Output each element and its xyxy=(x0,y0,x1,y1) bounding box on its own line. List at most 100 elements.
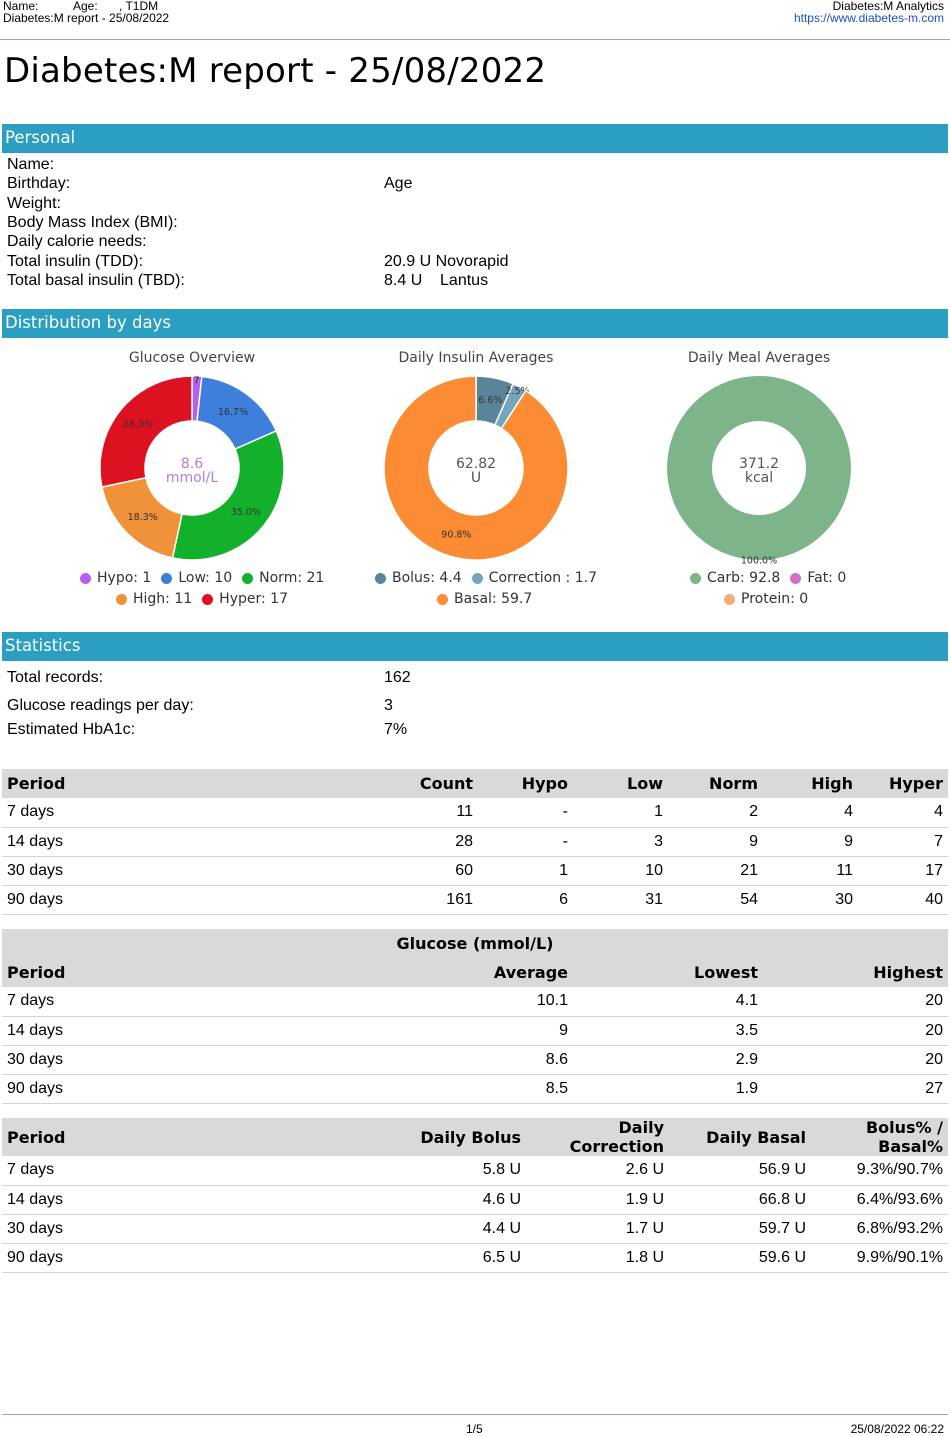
calorie-label: Daily calorie needs: xyxy=(7,233,147,251)
legend-item[interactable]: Carb: 92.8 xyxy=(690,570,780,586)
value-cell: 3.5 xyxy=(573,1016,763,1046)
legend-item[interactable]: Hypo: 1 xyxy=(80,570,151,586)
column-header: Average xyxy=(284,958,573,987)
page-footer: 1/5 25/08/2022 06:22 xyxy=(2,1414,948,1436)
legend-dot-icon xyxy=(242,572,254,584)
column-header: Daily Bolus xyxy=(284,1118,526,1156)
donut-slice-norm xyxy=(171,429,285,561)
legend-dot-icon xyxy=(375,572,386,584)
value-cell: 11 xyxy=(284,798,478,828)
chart-title: Daily Insulin Averages xyxy=(398,350,554,366)
table-header-row: Period Average Lowest Highest xyxy=(2,958,948,987)
value-cell: 9 xyxy=(284,1016,573,1046)
donut-slice-hyper xyxy=(99,375,193,488)
legend-label: Fat: 0 xyxy=(807,570,847,586)
column-header: Bolus% / Basal% xyxy=(811,1118,948,1156)
slice-label: 100.0% xyxy=(741,556,777,567)
legend-item[interactable]: Hyper: 17 xyxy=(202,591,288,607)
glucose-values-table: Glucose (mmol/L) Period Average Lowest H… xyxy=(2,929,948,1104)
legend-label: Basal: 59.7 xyxy=(454,591,533,607)
personal-info: Name: Birthday: Age Weight: Body Mass In… xyxy=(0,155,950,295)
value-cell: 59.6 U xyxy=(669,1243,811,1273)
statistics-section-header: Statistics xyxy=(2,632,948,661)
legend-item[interactable]: Low: 10 xyxy=(161,570,232,586)
table-caption: Glucose (mmol/L) xyxy=(2,929,948,958)
donut-center-unit: U xyxy=(471,470,481,486)
period-cell: 90 days xyxy=(2,1243,284,1273)
legend-item[interactable]: Protein: 0 xyxy=(724,591,808,607)
header-brand: Diabetes:M Analytics xyxy=(832,0,944,13)
value-cell: 7 xyxy=(858,827,948,857)
statistics-info: Total records: 162 Glucose readings per … xyxy=(0,668,950,743)
value-cell: - xyxy=(478,827,573,857)
slice-label: 35.0% xyxy=(231,507,261,518)
value-cell: 1 xyxy=(478,856,573,886)
chart-title: Daily Meal Averages xyxy=(687,350,831,366)
slice-label: 18.3% xyxy=(128,512,158,523)
legend-label: High: 11 xyxy=(133,591,193,607)
table-header-row: Period Daily Bolus Daily Correction Dail… xyxy=(2,1118,948,1156)
legend-dot-icon xyxy=(161,572,173,584)
value-cell: - xyxy=(478,798,573,828)
period-cell: 90 days xyxy=(2,885,284,915)
table-row: 14 days 28-3 9 9 7 xyxy=(2,827,948,857)
period-cell: 30 days xyxy=(2,1045,284,1075)
value-cell: 20 xyxy=(763,987,948,1017)
value-cell: 9 xyxy=(668,827,763,857)
period-cell: 14 days xyxy=(2,1185,284,1215)
value-cell: 66.8 U xyxy=(669,1185,811,1215)
legend-item[interactable]: Norm: 21 xyxy=(242,570,324,586)
legend-dot-icon xyxy=(202,593,214,605)
period-cell: 7 days xyxy=(2,987,284,1017)
table-row: 90 days 6.5 U 1.8 U 59.6 U 9.9%/90.1% xyxy=(2,1243,948,1273)
donut-center-unit: kcal xyxy=(745,470,773,486)
header-url-link[interactable]: https://www.diabetes-m.com xyxy=(793,11,944,25)
column-header: High xyxy=(763,769,858,798)
table-row: 30 days 4.4 U 1.7 U 59.7 U 6.8%/93.2% xyxy=(2,1214,948,1244)
value-cell: 40 xyxy=(858,885,948,915)
value-cell: 4.4 U xyxy=(284,1214,526,1244)
column-header: Lowest xyxy=(573,958,763,987)
counts-table-body: 7 days 11-1 2 4 4 14 days 28-3 9 9 7 30 days 60 1 10 2… xyxy=(2,798,948,915)
legend-item[interactable]: Correction : 1.7 xyxy=(471,570,597,586)
chart-legend-row: Carb: 92.8 Fat: 0 xyxy=(690,570,856,586)
chart-legend-row: Bolus: 4.4 Correction : 1.7 xyxy=(375,570,607,586)
value-cell: 10 xyxy=(573,856,668,886)
tdd-value: 20.9 U Novorapid xyxy=(384,252,509,270)
table-row: 7 days 11-1 2 4 4 xyxy=(2,798,948,828)
legend-label: Low: 10 xyxy=(178,570,233,586)
value-cell: 6.5 U xyxy=(284,1243,526,1273)
name-label: Name: xyxy=(7,156,55,173)
value-cell: 5.8 U xyxy=(284,1156,526,1186)
legend-item[interactable]: Fat: 0 xyxy=(790,570,846,586)
legend-item[interactable]: High: 11 xyxy=(116,591,192,607)
value-cell: 4 xyxy=(763,798,858,828)
donut-center-unit: mmol/L xyxy=(166,470,218,486)
header-name-label: Name: xyxy=(3,0,39,13)
value-cell: 1.9 U xyxy=(526,1185,669,1215)
page-header: Name: Age: , T1DM Diabetes:M report - 25… xyxy=(0,0,950,40)
column-header: Norm xyxy=(668,769,763,798)
legend-label: Hypo: 1 xyxy=(97,570,152,586)
legend-dot-icon xyxy=(437,593,448,605)
value-cell: 56.9 U xyxy=(669,1156,811,1186)
bmi-label: Body Mass Index (BMI): xyxy=(7,213,178,231)
column-header: Hypo xyxy=(478,769,573,798)
legend-item[interactable]: Bolus: 4.4 xyxy=(375,570,462,586)
readings-per-day-value: 3 xyxy=(384,697,393,714)
chart-legend-row: High: 11 Hyper: 17 xyxy=(116,591,298,607)
header-diabetes-type: , T1DM xyxy=(119,0,159,13)
insulin-table: Period Daily Bolus Daily Correction Dail… xyxy=(2,1118,948,1273)
period-cell: 14 days xyxy=(2,1016,284,1046)
value-cell: 10.1 xyxy=(284,987,573,1017)
legend-label: Protein: 0 xyxy=(741,591,809,607)
table-row: 90 days 161 6 31 54 30 40 xyxy=(2,885,948,915)
tbd-label: Total basal insulin (TBD): xyxy=(7,271,185,289)
period-cell: 7 days xyxy=(2,1156,284,1186)
legend-item[interactable]: Basal: 59.7 xyxy=(437,591,532,607)
header-right: Diabetes:M Analytics https://www.diabete… xyxy=(794,0,944,24)
value-cell: 2.9 xyxy=(573,1045,763,1075)
donut-center-value: 8.6 xyxy=(181,456,203,472)
value-cell: 3 xyxy=(573,827,668,857)
